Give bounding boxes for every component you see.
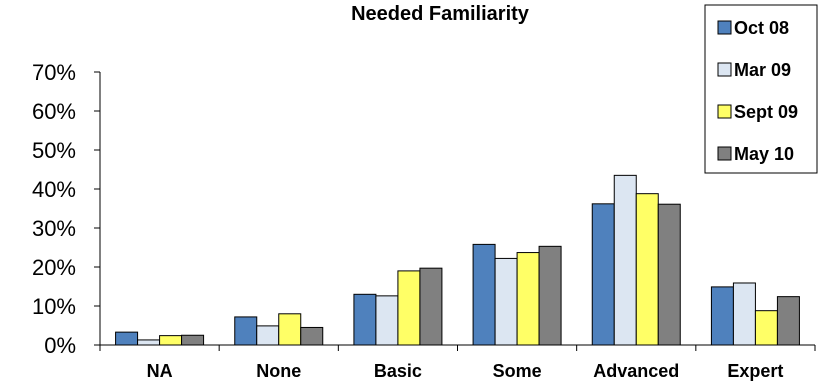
legend-swatch — [717, 104, 732, 119]
bar — [472, 243, 496, 346]
y-tick-label: 10% — [32, 294, 76, 319]
bar — [278, 313, 302, 346]
bar — [256, 325, 280, 346]
bar — [516, 252, 540, 346]
y-tick-label: 40% — [32, 177, 76, 202]
y-tick-label: 50% — [32, 138, 76, 163]
bar — [300, 326, 324, 346]
bar — [494, 257, 518, 346]
y-tick-label: 30% — [32, 216, 76, 241]
bar — [375, 295, 399, 346]
legend-label: Sept 09 — [734, 102, 798, 122]
bar — [754, 310, 778, 346]
bar — [159, 335, 183, 346]
legend-swatch — [717, 62, 732, 77]
bar — [732, 282, 756, 346]
category-label: Expert — [727, 361, 783, 381]
legend-label: May 10 — [734, 144, 794, 164]
category-label: NA — [147, 361, 173, 381]
legend-label: Mar 09 — [734, 60, 791, 80]
bar — [234, 316, 258, 346]
category-label: Basic — [374, 361, 422, 381]
legend-label: Oct 08 — [734, 18, 789, 38]
y-axis: 0% 10% 20% 30% 40% 50% 60% 70% — [32, 60, 101, 358]
y-tick-label: 70% — [32, 60, 76, 85]
bar — [776, 296, 800, 346]
category-label: Some — [493, 361, 542, 381]
bar — [591, 203, 615, 346]
bar — [635, 193, 659, 346]
chart-title: Needed Familiarity — [351, 3, 530, 25]
bar — [538, 245, 562, 346]
bar — [353, 293, 377, 346]
bar — [115, 331, 139, 346]
legend-swatch — [717, 146, 732, 161]
bar — [397, 270, 421, 346]
category-label: Advanced — [593, 361, 679, 381]
category-label: None — [256, 361, 301, 381]
y-tick-label: 20% — [32, 255, 76, 280]
bars — [115, 174, 800, 346]
bar — [613, 174, 637, 346]
legend: Oct 08 Mar 09 Sept 09 May 10 — [704, 4, 818, 174]
bar — [657, 203, 681, 346]
bar — [419, 267, 443, 346]
y-tick-label: 0% — [44, 333, 76, 358]
legend-swatch — [717, 20, 732, 35]
bar — [137, 339, 161, 346]
bar — [710, 286, 734, 346]
bar — [181, 334, 205, 346]
y-tick-label: 60% — [32, 99, 76, 124]
x-axis: NA None Basic Some Advanced Expert — [99, 344, 816, 381]
